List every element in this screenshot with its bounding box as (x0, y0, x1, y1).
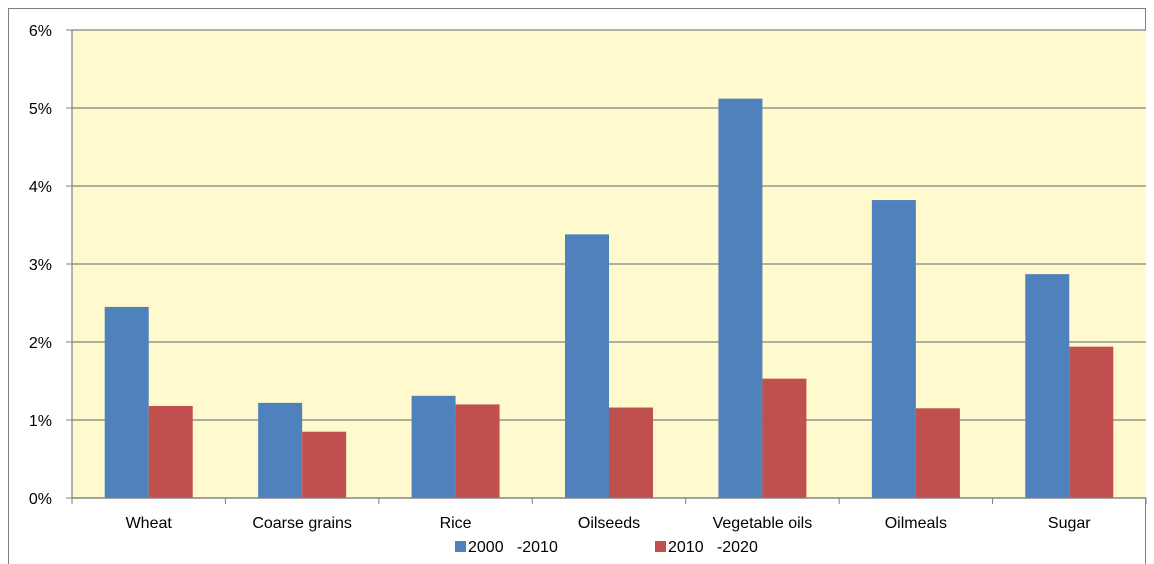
bar-sugar-series-2 (1069, 346, 1114, 498)
x-tick-label: Oilmeals (885, 515, 947, 532)
bar-coarse-grains-series-2 (302, 431, 347, 498)
x-tick-label: Oilseeds (578, 515, 640, 532)
bar-oilmeals-series-1 (871, 200, 916, 499)
bar-wheat-series-1 (104, 306, 149, 498)
x-tick-label: Coarse grains (252, 515, 352, 532)
y-tick-label: 5% (29, 101, 52, 118)
bars (104, 98, 1114, 499)
y-tick-label: 2% (29, 335, 52, 352)
bar-rice-series-2 (455, 404, 500, 498)
bar-oilmeals-series-2 (915, 408, 960, 498)
x-tick-label: Wheat (126, 515, 173, 532)
legend-label: 2000 -2010 (468, 539, 558, 556)
bar-rice-series-1 (411, 395, 456, 498)
legend-swatch (455, 541, 466, 552)
x-tick-label: Rice (440, 515, 472, 532)
bar-sugar-series-1 (1025, 274, 1070, 498)
y-tick-label: 1% (29, 413, 52, 430)
bar-oilseeds-series-2 (609, 407, 653, 498)
y-tick-label: 6% (29, 23, 52, 40)
axes (66, 29, 1147, 504)
x-tick-label: Sugar (1048, 515, 1091, 532)
legend-swatch (655, 541, 666, 552)
legend-label: 2010 -2020 (668, 539, 758, 556)
y-tick-label: 3% (29, 257, 52, 274)
bar-oilseeds-series-1 (565, 234, 609, 499)
legend: 2000 -2010 2010 -2020 (455, 539, 758, 556)
bar-vegetable-oils-series-1 (718, 98, 763, 498)
y-tick-label: 0% (29, 491, 52, 508)
y-tick-label: 4% (29, 179, 52, 196)
x-axis-ticks: Wheat Coarse grains Rice Oilseeds Vegetable … (126, 515, 1092, 532)
x-tick-label: Vegetable oils (713, 515, 813, 532)
bar-coarse-grains-series-1 (258, 402, 303, 498)
bar-wheat-series-2 (148, 405, 193, 498)
y-axis-ticks: 0% 1% 2% 3% 4% 5% 6% (29, 23, 52, 508)
bar-vegetable-oils-series-2 (762, 378, 807, 498)
